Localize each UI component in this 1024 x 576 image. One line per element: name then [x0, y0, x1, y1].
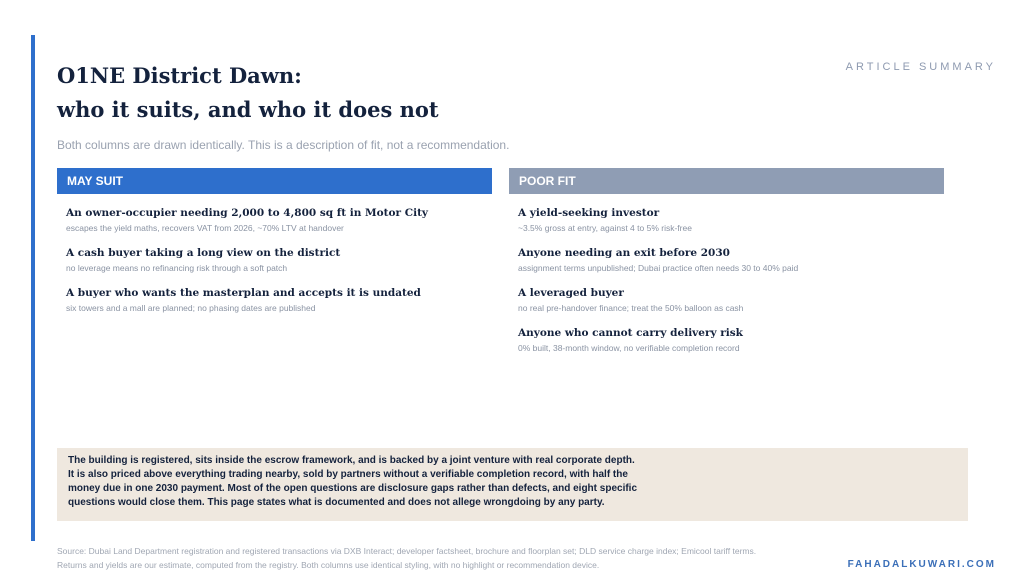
subtitle: Both columns are drawn identically. This…: [57, 138, 510, 152]
item-title: A leveraged buyer: [518, 287, 624, 299]
item-detail: no real pre-handover finance; treat the …: [518, 303, 744, 313]
summary-line: It is also priced above everything tradi…: [68, 469, 628, 480]
source-line: Returns and yields are our estimate, com…: [57, 560, 600, 570]
footer: FAHADALKUWARI.COM: [847, 559, 996, 570]
source-line: Source: Dubai Land Department registrati…: [57, 546, 757, 556]
item-title: A buyer who wants the masterplan and acc…: [66, 287, 421, 299]
summary-line: questions would close them. This page st…: [68, 497, 605, 508]
accent-bar: [31, 35, 35, 541]
column-heading: MAY SUIT: [57, 168, 492, 194]
item-detail: no leverage means no refinancing risk th…: [66, 263, 288, 273]
summary-line: money due in one 2030 payment. Most of t…: [68, 483, 638, 494]
column-heading: POOR FIT: [509, 168, 944, 194]
item-title: A yield-seeking investor: [518, 207, 660, 219]
item-detail: ~3.5% gross at entry, against 4 to 5% ri…: [518, 223, 692, 233]
item-title: An owner-occupier needing 2,000 to 4,800…: [66, 207, 429, 219]
item-title: Anyone who cannot carry delivery risk: [518, 327, 743, 339]
summary-box: [57, 448, 968, 521]
item-detail: six towers and a mall are planned; no ph…: [66, 303, 316, 313]
title: who it suits, and who it does not: [57, 97, 439, 122]
item-detail: 0% built, 38-month window, no verifiable…: [518, 343, 740, 353]
item-title: A cash buyer taking a long view on the d…: [66, 247, 341, 259]
kicker: ARTICLE SUMMARY: [845, 61, 996, 73]
item-detail: escapes the yield maths, recovers VAT fr…: [66, 223, 344, 233]
summary-line: The building is registered, sits inside …: [68, 455, 635, 466]
title: O1NE District Dawn:: [57, 63, 302, 88]
item-title: Anyone needing an exit before 2030: [518, 247, 730, 259]
item-detail: assignment terms unpublished; Dubai prac…: [518, 263, 799, 273]
